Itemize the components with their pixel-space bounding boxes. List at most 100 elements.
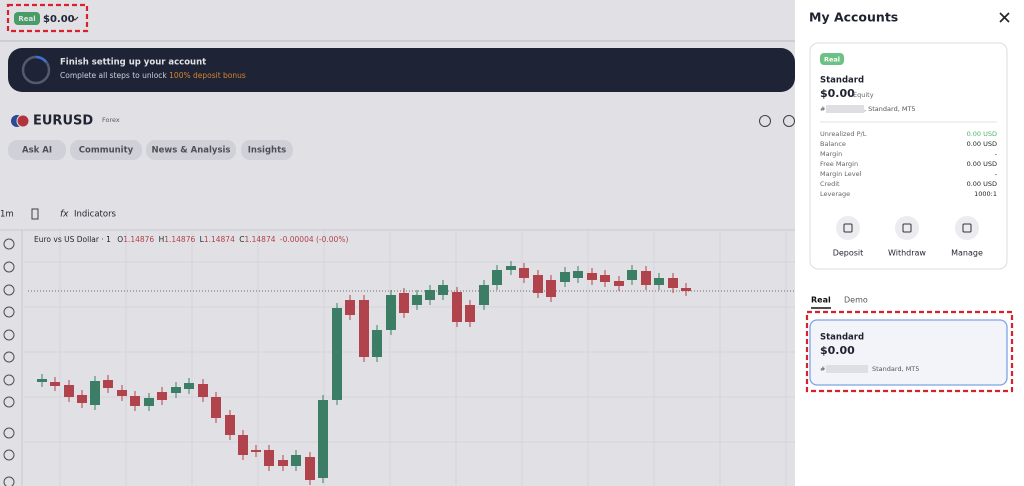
legend-label: C: [239, 235, 244, 244]
candle-body: [614, 281, 624, 286]
highlight-box: [6, 3, 89, 33]
candle-body: [654, 278, 664, 285]
tab-label: News & Analysis: [152, 146, 231, 156]
candle-body: [117, 390, 127, 396]
candle-body: [573, 271, 583, 278]
banner-text: Complete all steps to unlock 100% deposi…: [60, 71, 246, 80]
candle-body: [238, 435, 248, 455]
legend-value: 1.14874: [204, 235, 235, 244]
row-label: Balance: [820, 140, 846, 148]
item-name: Standard: [820, 333, 864, 343]
candle-body: [412, 295, 422, 305]
candle-body: [171, 387, 181, 393]
candle-body: [506, 266, 516, 270]
candle-body: [278, 460, 288, 466]
account-card: [809, 42, 1008, 270]
banner-text-main: Complete all steps to unlock: [60, 71, 167, 80]
candle-body: [519, 268, 529, 278]
tool-icon[interactable]: [3, 306, 15, 318]
balance: $0.00: [43, 14, 75, 25]
tab[interactable]: [241, 140, 293, 160]
action-label: Manage: [951, 249, 983, 258]
row-label: Margin: [820, 150, 842, 158]
card-badge: [820, 53, 844, 65]
market: Forex: [102, 116, 120, 124]
row-value: 0.00 USD: [967, 140, 997, 148]
tab[interactable]: [70, 140, 142, 160]
item-balance: $0.00: [820, 344, 855, 357]
card-name: Standard: [820, 76, 864, 86]
tool-icon[interactable]: [3, 374, 15, 386]
tool-icon[interactable]: [3, 238, 15, 250]
tool-icon[interactable]: [3, 449, 15, 461]
tab[interactable]: [146, 140, 236, 160]
flag-us: [16, 114, 30, 128]
tool-icon[interactable]: [3, 427, 15, 439]
candle-body: [211, 397, 221, 418]
account-selector[interactable]: Real $0.00: [14, 12, 79, 25]
candle-body: [641, 271, 651, 285]
info-icon[interactable]: [759, 115, 771, 127]
account-tab[interactable]: Demo: [844, 296, 868, 305]
tab[interactable]: [8, 140, 66, 160]
legend-label: L: [200, 235, 205, 244]
tool-icon[interactable]: [3, 476, 15, 486]
banner[interactable]: [8, 48, 795, 92]
action-button[interactable]: [895, 216, 919, 240]
candle-body: [332, 308, 342, 400]
candle-body: [681, 288, 691, 291]
candle-body: [492, 270, 502, 285]
tool-icon[interactable]: [3, 329, 15, 341]
row-label: Free Margin: [820, 160, 858, 168]
tool-icon[interactable]: [3, 261, 15, 273]
modal-overlay[interactable]: [0, 0, 795, 486]
tool-icon[interactable]: [3, 351, 15, 363]
legend-value: 1.14874: [244, 235, 275, 244]
candle-body: [533, 275, 543, 293]
symbol: EURUSD: [33, 114, 93, 129]
candle-body: [587, 273, 597, 280]
interval[interactable]: 1m: [0, 210, 14, 220]
card-number: #: [820, 105, 825, 113]
indicators[interactable]: Indicators: [74, 210, 117, 220]
candle-body: [425, 290, 435, 300]
action-label: Deposit: [833, 249, 864, 258]
candle-body: [560, 272, 570, 282]
highlight-box: [805, 310, 1014, 393]
fx-icon: fx: [60, 210, 69, 220]
candle-body: [386, 295, 396, 330]
card-details: , Standard, MT5: [864, 105, 916, 113]
candle-body: [77, 395, 87, 403]
tool-icon[interactable]: [3, 284, 15, 296]
candle-body: [372, 330, 382, 357]
row-value: 1000:1: [974, 190, 997, 198]
close-button[interactable]: [999, 12, 1010, 23]
tab-label: Ask AI: [22, 146, 52, 156]
candle-body: [438, 285, 448, 295]
legend-change: -0.00004 (-0.00%): [280, 235, 349, 244]
candle-body: [264, 450, 274, 466]
card-equity: $0.00: [820, 87, 855, 100]
candle-body: [546, 280, 556, 297]
row-value: 0.00 USD: [967, 130, 997, 138]
candle-body: [359, 300, 369, 357]
item-number: #: [820, 365, 825, 373]
action-button[interactable]: [955, 216, 979, 240]
candle-body: [600, 275, 610, 282]
chart-type-icon[interactable]: [31, 208, 39, 220]
candle-body: [668, 278, 678, 288]
blurred-number: [826, 105, 864, 113]
account-tab[interactable]: Real: [811, 296, 831, 305]
candle-body: [64, 385, 74, 397]
candle-body: [399, 293, 409, 313]
badge: [14, 12, 40, 25]
legend-value: 1.14876: [164, 235, 195, 244]
alarm-icon[interactable]: [783, 115, 795, 127]
banner-highlight: 100% deposit bonus: [169, 71, 246, 80]
badge-text: Real: [18, 15, 35, 23]
candle-body: [627, 270, 637, 280]
candle-body: [198, 384, 208, 397]
action-button[interactable]: [836, 216, 860, 240]
tool-icon[interactable]: [3, 396, 15, 408]
